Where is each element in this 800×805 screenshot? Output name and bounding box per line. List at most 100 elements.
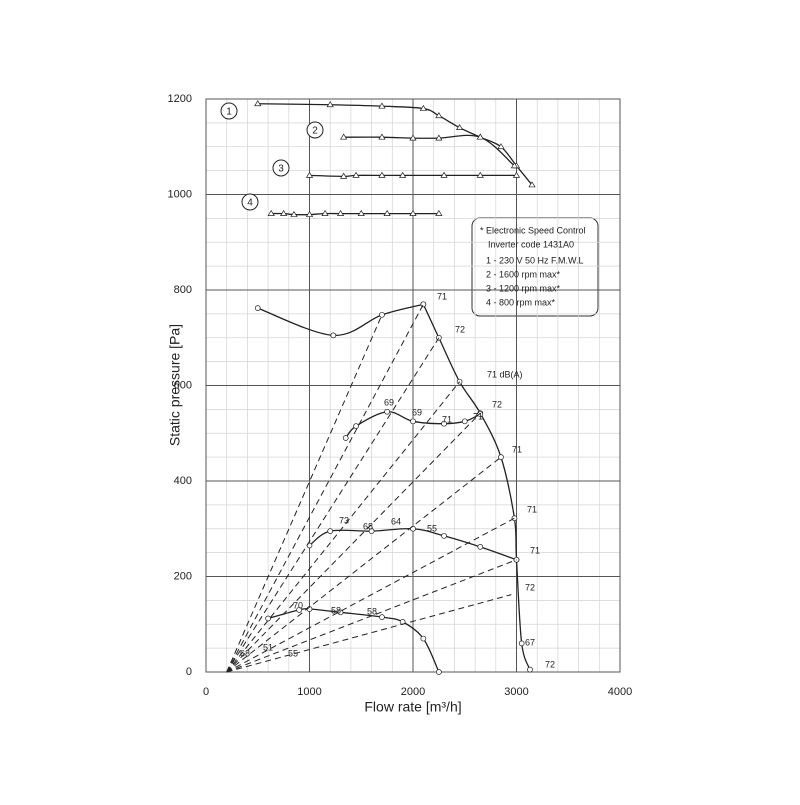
x-tick-label: 3000	[504, 686, 528, 698]
system-curve	[226, 559, 517, 673]
db-label: 69	[384, 397, 394, 407]
point	[379, 614, 385, 620]
db-label: 68	[240, 648, 250, 658]
point	[510, 162, 519, 169]
x-tick-label: 2000	[401, 686, 425, 698]
curve-label: 4	[247, 198, 253, 209]
db-label: 71	[437, 291, 447, 301]
db-label: 71	[442, 414, 452, 424]
legend-text: * Electronic Speed Control	[480, 225, 586, 235]
point	[378, 102, 386, 109]
point	[420, 301, 427, 308]
system-curve	[226, 456, 502, 673]
point	[342, 435, 349, 441]
y-tick-label: 600	[174, 379, 192, 391]
point	[330, 332, 337, 339]
db-label: 73	[339, 515, 349, 525]
point	[327, 528, 334, 534]
point	[409, 209, 417, 216]
x-tick-label: 4000	[608, 686, 632, 698]
curve-label-circle	[241, 193, 259, 211]
point	[378, 133, 386, 140]
legend-text: 3 - 1200 rpm max*	[486, 283, 561, 293]
point	[265, 615, 271, 622]
point	[353, 423, 359, 429]
db-label: 72	[455, 324, 465, 334]
system-curve	[226, 517, 515, 673]
point	[527, 666, 533, 673]
x-axis-label: Flow rate [m³/h]	[364, 699, 461, 715]
point	[399, 171, 407, 178]
point	[254, 305, 261, 311]
point	[379, 311, 385, 318]
fan-curve	[422, 304, 531, 670]
point	[461, 418, 468, 425]
point	[267, 209, 275, 216]
db-label: 70	[293, 600, 303, 610]
point	[441, 533, 447, 539]
plot-frame	[205, 98, 621, 673]
y-tick-label: 400	[174, 475, 192, 487]
point	[383, 209, 391, 216]
point	[518, 640, 525, 647]
db-label: 72	[545, 659, 555, 669]
db-label: 72	[492, 399, 502, 409]
legend-text: 2 - 1600 rpm max*	[486, 269, 561, 279]
point	[409, 134, 417, 141]
legend-text: Inverter code 1431A0	[488, 239, 574, 249]
db-label: 55	[288, 648, 298, 658]
db-label: 67	[525, 637, 535, 647]
fan-curve	[257, 103, 533, 186]
point	[280, 209, 288, 216]
db-label: 71	[512, 444, 522, 454]
system-curve	[226, 304, 424, 673]
db-label: 64	[391, 516, 401, 526]
curve-label-circle	[306, 121, 324, 139]
y-axis-label: Static pressure [Pa]	[167, 324, 183, 446]
point	[296, 607, 302, 613]
point	[476, 133, 484, 140]
point	[340, 133, 348, 140]
point	[357, 209, 365, 216]
fan-curve	[271, 212, 439, 216]
point	[305, 171, 314, 178]
point	[340, 172, 348, 179]
point	[440, 171, 448, 178]
point	[477, 544, 484, 550]
y-tick-label: 800	[174, 284, 192, 296]
x-tick-label: 0	[203, 686, 209, 698]
point	[528, 181, 536, 188]
system-curve	[226, 314, 383, 673]
point	[368, 528, 375, 534]
point	[419, 104, 427, 111]
y-tick-label: 1200	[168, 93, 192, 105]
point	[410, 418, 416, 425]
db-label: 71	[527, 504, 537, 514]
curve-label: 2	[312, 126, 318, 137]
db-label: 51	[263, 642, 273, 652]
db-label: 55	[427, 523, 437, 533]
y-tick-label: 0	[186, 666, 192, 678]
point	[290, 210, 298, 217]
x-tick-label: 1000	[297, 686, 321, 698]
db-label: 68	[363, 521, 373, 531]
legend-text: 4 - 800 rpm max*	[486, 297, 556, 307]
point	[321, 209, 329, 216]
y-tick-label: 1000	[168, 188, 192, 200]
system-curve	[226, 412, 481, 673]
point	[384, 408, 390, 415]
point	[305, 210, 314, 217]
point	[435, 209, 443, 216]
y-tick-label: 200	[174, 570, 192, 582]
curve-label: 3	[278, 164, 284, 175]
point	[497, 143, 505, 150]
system-curve	[226, 381, 460, 673]
point	[455, 123, 464, 130]
point	[476, 171, 484, 178]
point	[512, 171, 521, 178]
point	[420, 635, 427, 642]
curve-label: 1	[226, 107, 232, 118]
db-label: 71	[473, 411, 483, 421]
point	[511, 515, 518, 522]
db-label: 69	[412, 407, 422, 417]
